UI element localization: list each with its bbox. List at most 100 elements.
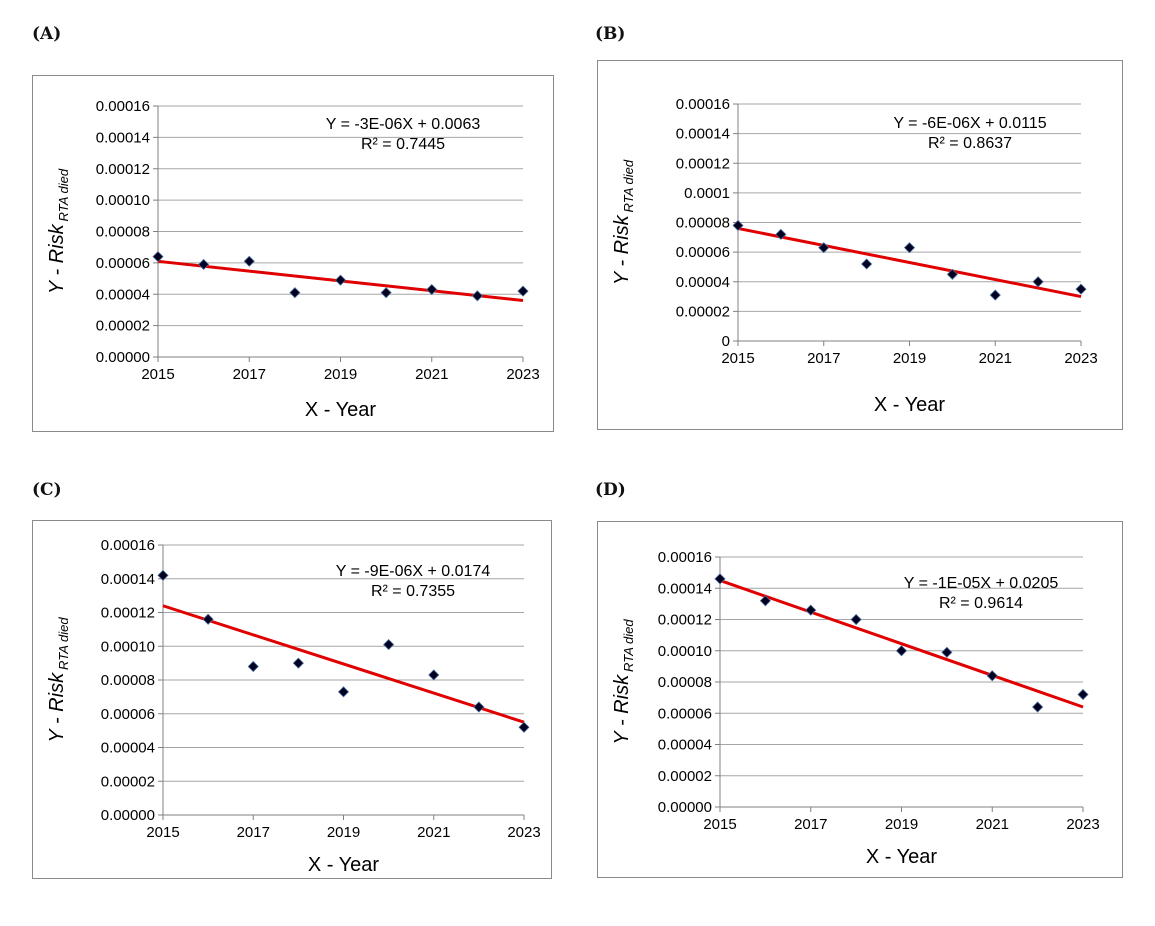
x-tick-label: 2015 bbox=[721, 350, 754, 367]
y-tick-label: 0.00010 bbox=[658, 643, 712, 660]
chart-svg: 0 0.00002 0.00004 0.00006 0.00008 0.0001 0.000… bbox=[611, 96, 1098, 416]
data-point bbox=[732, 219, 744, 232]
y-axis-title-risk: Risk bbox=[46, 672, 68, 712]
y-tick-label: 0.00004 bbox=[676, 274, 730, 291]
y-tick-label: 0.00014 bbox=[101, 571, 155, 588]
y-tick-label: 0 bbox=[722, 333, 730, 350]
y-axis-title-subscript: RTA died bbox=[56, 168, 71, 221]
y-tick-label: 0.00000 bbox=[101, 807, 155, 824]
data-point bbox=[903, 242, 916, 254]
data-point bbox=[471, 290, 483, 302]
y-axis-title-subscript: RTA died bbox=[621, 159, 636, 212]
data-point bbox=[426, 283, 438, 296]
x-tick-label: 2023 bbox=[507, 824, 540, 841]
x-tick-label: 2015 bbox=[141, 366, 174, 383]
data-point bbox=[1075, 283, 1087, 295]
trend-equation: Y = -3E-06X + 0.0063 bbox=[326, 116, 481, 133]
data-point bbox=[714, 573, 726, 585]
x-axis-title: X - Year bbox=[874, 394, 946, 416]
r-squared-label: R² = 0.9614 bbox=[939, 595, 1023, 612]
y-tick-label: 0.00010 bbox=[96, 192, 150, 209]
x-tick-label: 2017 bbox=[794, 816, 827, 833]
y-tick-label: 0.00004 bbox=[658, 737, 712, 754]
r-squared-label: R² = 0.8637 bbox=[928, 135, 1012, 152]
y-tick-label: 0.00000 bbox=[96, 349, 150, 366]
x-tick-label: 2019 bbox=[324, 366, 357, 383]
r-squared-label: R² = 0.7445 bbox=[361, 136, 445, 153]
y-tick-label: 0.00008 bbox=[101, 672, 155, 689]
x-axis-title: X - Year bbox=[305, 399, 377, 421]
y-axis-title: Y - Risk RTA died bbox=[46, 617, 71, 743]
data-point bbox=[337, 686, 350, 698]
data-point bbox=[243, 255, 255, 267]
y-tick-label: 0.00008 bbox=[658, 674, 712, 691]
data-point bbox=[1032, 276, 1044, 288]
trend-equation: Y = -1E-05X + 0.0205 bbox=[904, 575, 1059, 592]
data-point bbox=[428, 669, 440, 681]
data-point bbox=[383, 638, 395, 651]
x-axis-title: X - Year bbox=[308, 854, 380, 876]
y-tick-label: 0.00012 bbox=[658, 612, 712, 629]
trendline bbox=[719, 579, 1084, 709]
data-point bbox=[198, 258, 210, 271]
chart-svg: 0.00000 0.00002 0.00004 0.00006 0.00008 0.000… bbox=[611, 549, 1100, 868]
data-point bbox=[941, 646, 953, 658]
data-point bbox=[334, 274, 347, 286]
data-point bbox=[850, 613, 862, 626]
y-axis-title-risk: Risk bbox=[611, 214, 633, 254]
y-tick-label: 0.00012 bbox=[676, 155, 730, 172]
y-tick-label: 0.00016 bbox=[101, 537, 155, 554]
data-point bbox=[1077, 688, 1089, 701]
y-tick-label: 0.00008 bbox=[96, 224, 150, 241]
y-tick-label: 0.00014 bbox=[676, 126, 730, 143]
data-point bbox=[805, 604, 817, 616]
chart-panel-c: 0.00000 0.00002 0.00004 0.00006 0.00008 0.000… bbox=[32, 520, 552, 879]
y-tick-label: 0.00016 bbox=[658, 549, 712, 566]
data-point bbox=[202, 613, 214, 625]
data-point bbox=[861, 258, 873, 270]
y-tick-label: 0.00006 bbox=[96, 255, 150, 272]
panel-label-a: (A) bbox=[32, 24, 62, 44]
x-tick-label: 2021 bbox=[976, 816, 1009, 833]
data-point bbox=[517, 285, 529, 297]
y-axis-title-subscript: RTA died bbox=[56, 617, 71, 670]
y-axis-title-risk: Risk bbox=[46, 223, 68, 263]
x-tick-label: 2019 bbox=[885, 816, 918, 833]
x-tick-label: 2021 bbox=[417, 824, 450, 841]
data-point bbox=[775, 228, 787, 240]
chart-panel-d: 0.00000 0.00002 0.00004 0.00006 0.00008 0.000… bbox=[597, 521, 1123, 878]
panel-label-c: (C) bbox=[32, 480, 62, 500]
chart-svg: 0.00000 0.00002 0.00004 0.00006 0.00008 0.000… bbox=[46, 537, 541, 876]
x-tick-label: 2017 bbox=[807, 350, 840, 367]
y-tick-label: 0.00014 bbox=[96, 129, 150, 146]
y-tick-label: 0.00014 bbox=[658, 580, 712, 597]
y-axis-title: Y - Risk RTA died bbox=[611, 159, 636, 285]
y-tick-label: 0.00002 bbox=[96, 318, 150, 335]
y-tick-label: 0.00012 bbox=[96, 161, 150, 178]
y-axis-title-risk: Risk bbox=[611, 674, 633, 714]
data-point bbox=[759, 595, 771, 607]
x-tick-label: 2017 bbox=[237, 824, 270, 841]
x-tick-label: 2023 bbox=[506, 366, 539, 383]
y-tick-label: 0.00006 bbox=[101, 706, 155, 723]
trend-equation: Y = -6E-06X + 0.0115 bbox=[893, 115, 1046, 132]
y-axis-title-subscript: RTA died bbox=[621, 619, 636, 672]
y-axis-title: Y - Risk RTA died bbox=[46, 168, 71, 294]
data-point bbox=[518, 721, 530, 733]
y-tick-label: 0.0001 bbox=[684, 185, 730, 202]
data-point bbox=[247, 660, 259, 673]
y-tick-label: 0.00006 bbox=[676, 244, 730, 261]
data-point bbox=[895, 645, 908, 657]
x-tick-label: 2021 bbox=[979, 350, 1012, 367]
x-tick-label: 2019 bbox=[327, 824, 360, 841]
y-axis-title: Y - Risk RTA died bbox=[611, 619, 636, 745]
x-tick-label: 2019 bbox=[893, 350, 926, 367]
x-tick-label: 2021 bbox=[415, 366, 448, 383]
data-point bbox=[157, 569, 169, 581]
y-tick-label: 0.00000 bbox=[658, 799, 712, 816]
x-tick-label: 2023 bbox=[1066, 816, 1099, 833]
trendline bbox=[162, 604, 525, 724]
y-tick-label: 0.00010 bbox=[101, 638, 155, 655]
x-tick-label: 2015 bbox=[146, 824, 179, 841]
chart-panel-b: 0 0.00002 0.00004 0.00006 0.00008 0.0001 0.000… bbox=[597, 60, 1123, 430]
